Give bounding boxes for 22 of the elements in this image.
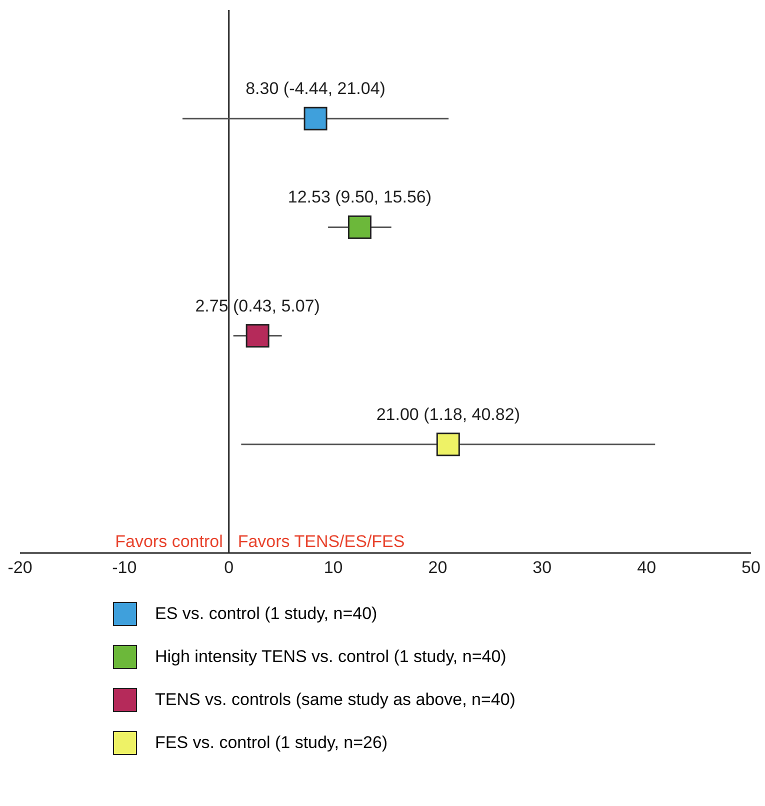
data-label: 12.53 (9.50, 15.56) xyxy=(288,188,432,207)
legend-label: High intensity TENS vs. control (1 study, n=40) xyxy=(155,646,506,666)
x-tick-label: 50 xyxy=(742,558,760,578)
data-label: 21.00 (1.18, 40.82) xyxy=(376,404,520,424)
point xyxy=(246,324,270,348)
annotation: Favors control xyxy=(115,532,223,551)
x-tick-label: 40 xyxy=(637,558,656,578)
x-tick-label: 30 xyxy=(532,558,552,578)
annotation: Favors TENS/ES/FES xyxy=(238,532,405,551)
data-label: 8.30 (-4.44, 21.04) xyxy=(246,79,386,98)
point xyxy=(436,432,460,456)
x-tick-label: 20 xyxy=(428,558,448,578)
x-tick-label: 0 xyxy=(224,558,234,578)
legend-label: ES vs. control (1 study, n=40) xyxy=(155,604,378,624)
x-tick-label: -10 xyxy=(112,558,137,578)
point xyxy=(348,215,372,239)
x-tick-label: 10 xyxy=(324,558,343,578)
x-tick-label: -20 xyxy=(8,558,32,578)
point xyxy=(304,106,328,130)
legend-label: TENS vs. controls (same study as above, n=40) xyxy=(155,690,516,710)
data-label: 2.75 (0.43, 5.07) xyxy=(195,296,320,316)
legend-label: FES vs. control (1 study, n=26) xyxy=(155,732,388,752)
